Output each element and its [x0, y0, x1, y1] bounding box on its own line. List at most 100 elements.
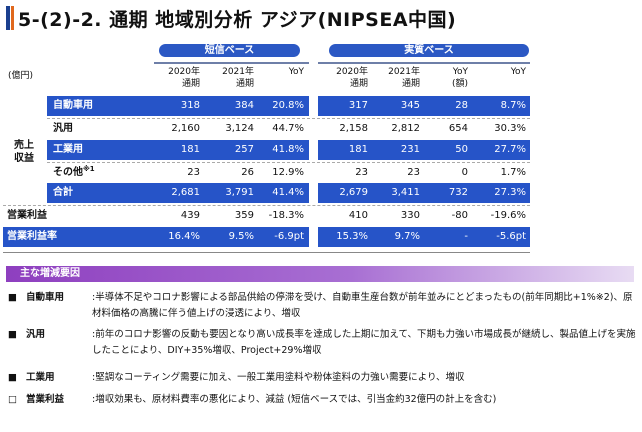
column-header-line: 2020年 — [336, 67, 368, 77]
cell-value: 318 — [180, 100, 200, 111]
cell-value: 3,791 — [225, 187, 254, 198]
table-row-operating-profit: 営業利益 439 359 -18.3% 410 330 -80 -19.6% — [3, 205, 530, 226]
section-header-tanshin: 短信ベース — [159, 44, 300, 57]
bullet-square-icon: ■ — [8, 372, 17, 383]
cell-value: 3,124 — [225, 123, 254, 134]
bullet-square-icon: ■ — [8, 329, 17, 340]
cell-value: -18.3% — [268, 210, 304, 221]
row-label: その他※1 — [53, 163, 95, 183]
footnote-marker: ※1 — [83, 165, 95, 173]
row-label: 汎用 — [53, 123, 73, 134]
cell-value: 15.3% — [336, 231, 368, 242]
column-header-2021-tanshin: 2021年 通期 — [204, 66, 254, 90]
column-header-line: YoY — [510, 67, 526, 77]
cell-value: 27.7% — [494, 144, 526, 155]
column-header-yoy-jisshitsu: YoY — [472, 66, 526, 78]
table-bottom-rule — [3, 252, 530, 253]
column-gap — [309, 227, 318, 247]
section-header-jisshitsu: 実質ベース — [329, 44, 529, 57]
column-header-2021-jisshitsu: 2021年 通期 — [372, 66, 420, 90]
cell-value: 12.9% — [272, 167, 304, 178]
row-label: 工業用 — [53, 144, 83, 155]
factor-category: 汎用 — [26, 329, 46, 340]
factor-description: :半導体不足やコロナ影響による部品供給の停滞を受け、自動車生産台数が前年並みにと… — [92, 292, 633, 319]
side-label-line: 売上 — [14, 140, 34, 151]
factors-heading: 主な増減要因 — [6, 266, 634, 282]
cell-value: 439 — [180, 210, 200, 221]
column-header-line: YoY — [288, 67, 304, 77]
title-accent-bar-secondary — [11, 6, 14, 30]
factor-description: :増収効果も、原材料費率の悪化により、減益 (短信ベースでは、引当金約32億円の… — [92, 394, 497, 405]
factor-description: :前年のコロナ影響の反動も要因となり高い成長率を達成した上期に加えて、下期も力強… — [92, 329, 636, 356]
cell-value: -5.6pt — [496, 231, 526, 242]
cell-value: 317 — [348, 100, 368, 111]
cell-value: 16.4% — [168, 231, 200, 242]
side-label-line: 収益 — [14, 153, 34, 164]
cell-value: 41.4% — [272, 187, 304, 198]
column-header-2020-tanshin: 2020年 通期 — [150, 66, 200, 90]
factor-category: 営業利益 — [26, 394, 65, 405]
cell-value: 2,681 — [171, 187, 200, 198]
cell-value: 41.8% — [272, 144, 304, 155]
column-header-yoy-tanshin: YoY — [258, 66, 304, 78]
factor-category: 自動車用 — [26, 292, 65, 303]
column-gap — [309, 140, 318, 160]
cell-value: 330 — [400, 210, 420, 221]
row-label: 営業利益 — [7, 210, 47, 221]
cell-value: 181 — [348, 144, 368, 155]
page-title: 5-(2)-2. 通期 地域別分析 アジア(NIPSEA中国) — [18, 9, 457, 31]
cell-value: 50 — [455, 144, 468, 155]
column-header-line: 2020年 — [168, 67, 200, 77]
cell-value: 410 — [348, 210, 368, 221]
row-label: 営業利益率 — [7, 231, 57, 242]
cell-value: -19.6% — [490, 210, 526, 221]
cell-value: 2,160 — [171, 123, 200, 134]
column-header-line: (額) — [451, 79, 468, 89]
table-row: その他※1 23 26 12.9% 23 23 0 1.7% — [47, 162, 530, 183]
cell-value: 8.7% — [500, 100, 526, 111]
side-label-revenue: 売上 収益 — [14, 139, 44, 165]
cell-value: 2,679 — [339, 187, 368, 198]
cell-value: - — [464, 231, 468, 242]
column-header-yoy-amount: YoY (額) — [424, 66, 468, 90]
cell-value: 732 — [448, 187, 468, 198]
cell-value: 231 — [400, 144, 420, 155]
cell-value: 9.5% — [228, 231, 254, 242]
cell-value: 28 — [455, 100, 468, 111]
cell-value: 654 — [448, 123, 468, 134]
cell-value: 30.3% — [494, 123, 526, 134]
row-label-text: その他 — [53, 167, 83, 178]
cell-value: 23 — [187, 167, 200, 178]
table-row: 汎用 2,160 3,124 44.7% 2,158 2,812 654 30.… — [47, 118, 530, 139]
cell-value: 359 — [234, 210, 254, 221]
cell-value: -6.9pt — [274, 231, 304, 242]
cell-value: 3,411 — [391, 187, 420, 198]
column-header-2020-jisshitsu: 2020年 通期 — [320, 66, 368, 90]
cell-value: -80 — [451, 210, 468, 221]
bullet-square-icon: ■ — [8, 292, 17, 303]
table-row: 工業用 181 257 41.8% 181 231 50 27.7% — [47, 140, 530, 160]
cell-value: 181 — [180, 144, 200, 155]
cell-value: 23 — [355, 167, 368, 178]
cell-value: 257 — [234, 144, 254, 155]
cell-value: 384 — [234, 100, 254, 111]
row-label: 合計 — [53, 187, 73, 198]
factor-category: 工業用 — [26, 372, 55, 383]
section-rule-left — [154, 62, 309, 64]
table-row-total: 合計 2,681 3,791 41.4% 2,679 3,411 732 27.… — [47, 183, 530, 203]
column-header-line: 通期 — [181, 79, 200, 89]
cell-value: 0 — [461, 167, 468, 178]
factor-description: :堅調なコーティング需要に加え、一般工業用塗料や粉体塗料の力強い需要により、増収 — [92, 372, 465, 383]
cell-value: 1.7% — [500, 167, 526, 178]
cell-value: 345 — [400, 100, 420, 111]
cell-value: 23 — [407, 167, 420, 178]
cell-value: 44.7% — [272, 123, 304, 134]
column-gap — [309, 96, 318, 116]
cell-value: 20.8% — [272, 100, 304, 111]
column-header-line: 通期 — [235, 79, 254, 89]
row-label: 自動車用 — [53, 100, 93, 111]
unit-label: (億円) — [8, 71, 34, 81]
column-header-line: YoY — [452, 67, 468, 77]
table-row-operating-margin: 営業利益率 16.4% 9.5% -6.9pt 15.3% 9.7% - -5.… — [3, 227, 530, 247]
column-gap — [309, 183, 318, 203]
